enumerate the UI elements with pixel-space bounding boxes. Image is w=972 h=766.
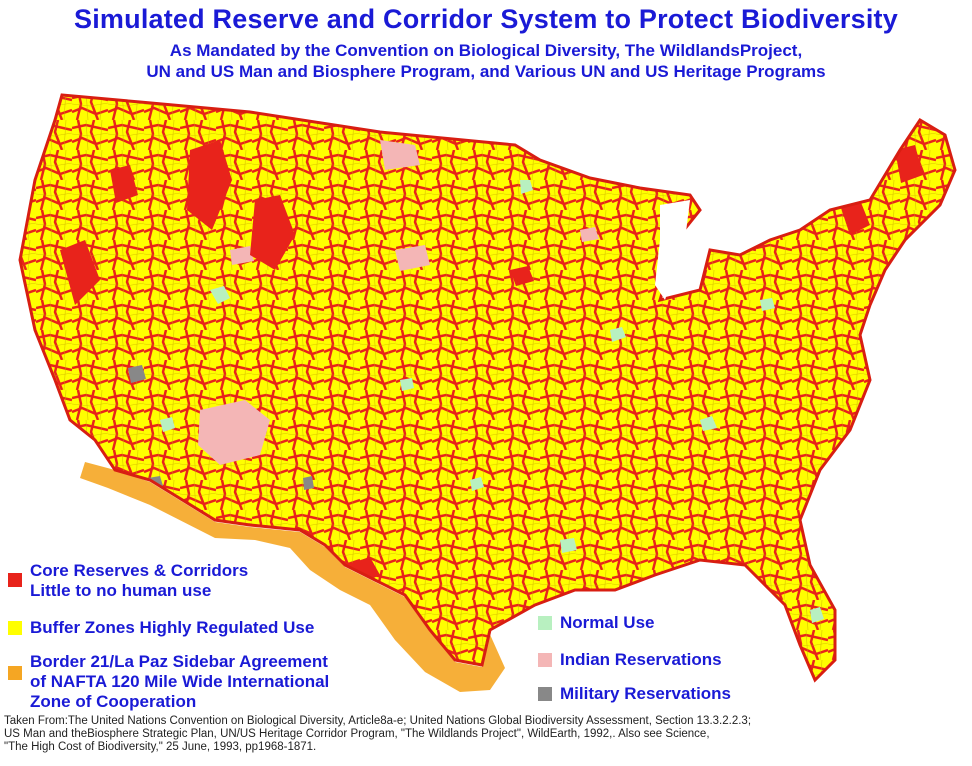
map-title: Simulated Reserve and Corridor System to… [74, 4, 898, 34]
normal-use-areas [160, 180, 824, 623]
legend-core-line-1: Core Reserves & Corridors [30, 561, 249, 580]
core-reserve-areas [60, 140, 923, 585]
legend-core-swatch [8, 573, 22, 587]
map-subtitle-line-2: UN and US Man and Biosphere Program, and… [146, 62, 826, 81]
legend-border-swatch [8, 666, 22, 680]
border-cooperation-zone [80, 462, 505, 692]
legend-indian-swatch [538, 653, 552, 667]
legend-buffer-zones: Buffer Zones Highly Regulated Use [8, 618, 314, 638]
legend-border-line-3: Zone of Cooperation [30, 692, 197, 711]
legend-core-line-2: Little to no human use [30, 581, 212, 600]
source-footnote: Taken From:The United Nations Convention… [4, 715, 968, 754]
legend-military-line-1: Military Reservations [560, 684, 732, 703]
legend-military-swatch [538, 687, 552, 701]
legend-border-line-2: of NAFTA 120 Mile Wide International [30, 672, 330, 691]
legend-normal-swatch [538, 616, 552, 630]
legend-military-reservations: Military Reservations [538, 684, 731, 704]
legend-indian-line-1: Indian Reservations [560, 650, 722, 669]
footnote-line-3: "The High Cost of Biodiversity," 25 June… [4, 741, 317, 753]
legend-border-zone: Border 21/La Paz Sidebar Agreement of NA… [8, 652, 329, 712]
legend-border-line-1: Border 21/La Paz Sidebar Agreement [30, 652, 328, 671]
legend-core-reserves: Core Reserves & Corridors Little to no h… [8, 561, 248, 601]
legend-indian-reservations: Indian Reservations [538, 650, 722, 670]
footnote-line-2: US Man and theBiosphere Strategic Plan, … [4, 728, 710, 740]
legend-normal-line-1: Normal Use [560, 613, 655, 632]
legend-buffer-line-1: Buffer Zones Highly Regulated Use [30, 618, 315, 637]
great-lakes [655, 200, 690, 300]
legend-buffer-swatch [8, 621, 22, 635]
map-subtitle-line-1: As Mandated by the Convention on Biologi… [169, 41, 803, 60]
footnote-line-1: Taken From:The United Nations Convention… [4, 715, 752, 727]
indian-reservation-areas [198, 140, 599, 465]
legend-normal-use: Normal Use [538, 613, 654, 633]
